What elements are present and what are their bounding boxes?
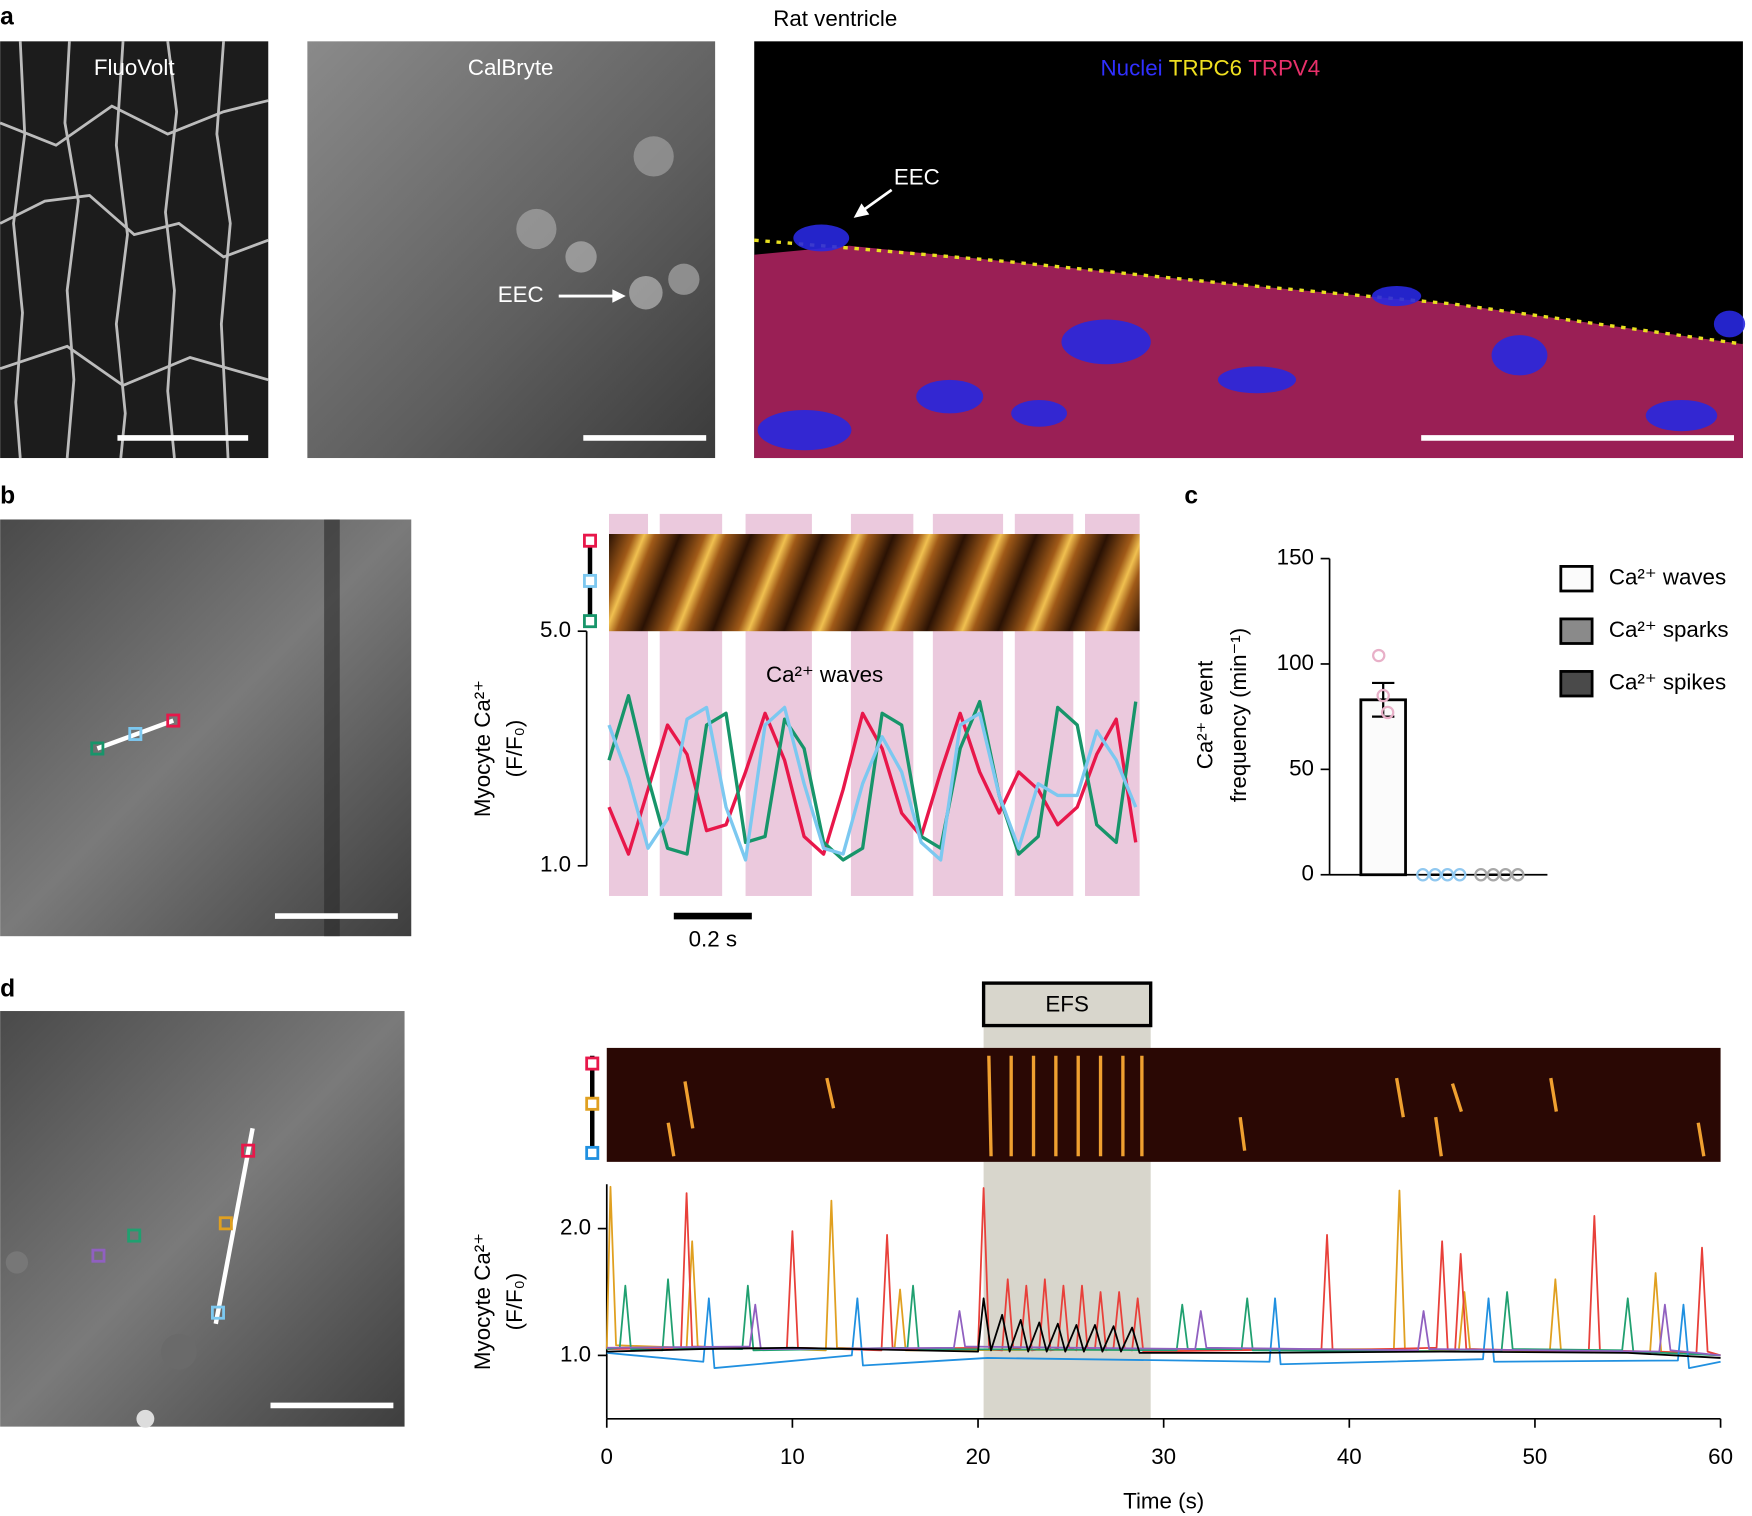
trace — [607, 705, 1138, 862]
trace — [605, 1185, 1721, 1357]
y-axis-label: frequency (min⁻¹) — [1226, 628, 1251, 802]
legend-swatch — [1559, 617, 1594, 645]
trace — [607, 694, 1138, 862]
trace — [606, 1187, 1721, 1357]
legend-label: Ca²⁺ waves — [1609, 565, 1726, 590]
data-point — [1511, 868, 1525, 882]
linescan-b — [583, 533, 1140, 632]
calbryte-image — [307, 41, 716, 459]
x-tick-label: 10 — [780, 1444, 805, 1469]
image-title: Rat ventricle — [773, 6, 897, 31]
panel-label: c — [1184, 483, 1198, 510]
stain-legend: Nuclei TRPC6 TRPV4 — [1101, 55, 1321, 80]
y-tick-label: 150 — [1277, 544, 1314, 569]
legend-label: Ca²⁺ sparks — [1609, 617, 1729, 642]
data-point — [1453, 868, 1467, 882]
y-axis-label: Myocyte Ca²⁺ — [470, 680, 495, 817]
x-tick-label: 20 — [966, 1444, 991, 1469]
legend-label: Ca²⁺ spikes — [1609, 670, 1726, 695]
stain-name: Nuclei — [1101, 55, 1163, 80]
data-point — [1376, 688, 1390, 703]
x-axis-label: Time (s) — [1123, 1489, 1204, 1514]
trace — [606, 1278, 1721, 1357]
image-label: EEC — [894, 165, 940, 190]
x-tick-label: 40 — [1337, 1444, 1362, 1469]
image-label: FluoVolt — [94, 55, 175, 80]
y-axis-label: (F/F₀) — [502, 1273, 527, 1331]
y-tick-label: 50 — [1289, 755, 1314, 780]
stain-name: TRPV4 — [1248, 55, 1320, 80]
legend-swatch — [1559, 565, 1594, 593]
linescan-d — [585, 1047, 1721, 1162]
panel-label: b — [0, 483, 15, 510]
x-tick-label: 30 — [1151, 1444, 1176, 1469]
image-label: CalBryte — [468, 55, 554, 80]
x-tick-label: 0 — [601, 1444, 613, 1469]
annotation: Ca²⁺ waves — [766, 662, 883, 687]
data-point — [1380, 705, 1395, 720]
y-tick-label: 1.0 — [560, 1341, 591, 1366]
efs-label: EFS — [1045, 991, 1088, 1016]
scale-bar-label: 0.2 s — [689, 927, 737, 952]
x-tick-label: 50 — [1523, 1444, 1548, 1469]
bar — [1359, 698, 1407, 877]
y-tick-label: 2.0 — [560, 1214, 591, 1239]
y-tick-label: 100 — [1277, 650, 1314, 675]
stain-name: TRPC6 — [1169, 55, 1242, 80]
y-tick-label: 0 — [1302, 861, 1314, 886]
myocyte-image — [0, 519, 412, 937]
y-axis-label: Myocyte Ca²⁺ — [470, 1233, 495, 1370]
trace — [606, 1297, 1721, 1359]
x-tick-label: 60 — [1708, 1444, 1733, 1469]
myocyte-image — [0, 1011, 405, 1428]
fluovolt-image — [0, 41, 269, 459]
image-label: EEC — [498, 282, 544, 307]
y-axis-label: Ca²⁺ event — [1193, 660, 1218, 769]
y-tick-label: 5.0 — [540, 617, 571, 642]
ventricle-image — [754, 41, 1746, 459]
panel-label: d — [0, 975, 15, 1002]
trace — [606, 1303, 1721, 1357]
y-axis-label: (F/F₀) — [502, 720, 527, 778]
data-point — [1372, 648, 1386, 663]
panel-label: a — [0, 3, 14, 30]
legend-swatch — [1559, 670, 1594, 698]
efs-box — [981, 981, 1153, 1028]
y-tick-label: 1.0 — [540, 852, 571, 877]
